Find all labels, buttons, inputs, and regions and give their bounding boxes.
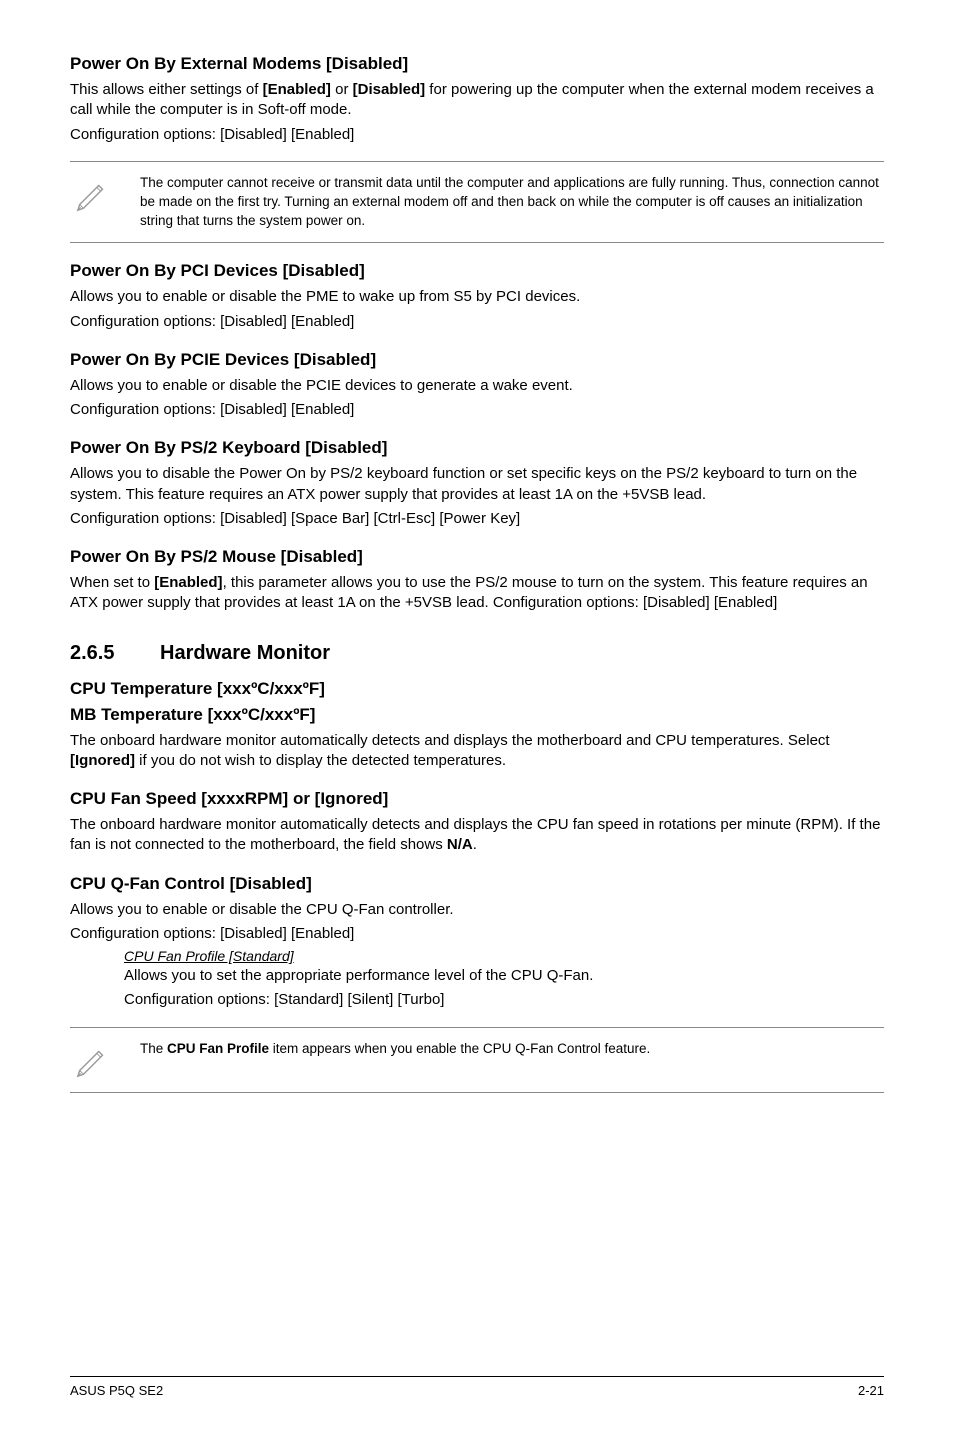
heading-cpu-temp: CPU Temperature [xxxºC/xxxºF] xyxy=(70,679,884,699)
note-box: The computer cannot receive or transmit … xyxy=(70,161,884,244)
paragraph: Allows you to set the appropriate perfor… xyxy=(124,966,884,986)
paragraph: Configuration options: [Standard] [Silen… xyxy=(124,990,884,1010)
text-bold: [Disabled] xyxy=(353,81,426,98)
paragraph: Configuration options: [Disabled] [Space… xyxy=(70,509,884,529)
text-fragment: . xyxy=(473,836,477,853)
section-title: Hardware Monitor xyxy=(160,642,330,664)
heading-pci-devices: Power On By PCI Devices [Disabled] xyxy=(70,261,884,281)
text-fragment: This allows either settings of xyxy=(70,81,263,98)
text-bold: [Enabled] xyxy=(154,574,222,591)
paragraph: Allows you to disable the Power On by PS… xyxy=(70,464,884,505)
note-box: The CPU Fan Profile item appears when yo… xyxy=(70,1027,884,1093)
pencil-icon xyxy=(70,1040,140,1080)
heading-cpu-fan-speed: CPU Fan Speed [xxxxRPM] or [Ignored] xyxy=(70,789,884,809)
heading-external-modems: Power On By External Modems [Disabled] xyxy=(70,54,884,74)
paragraph: The onboard hardware monitor automatical… xyxy=(70,731,884,772)
footer-right: 2-21 xyxy=(858,1383,884,1398)
paragraph: The onboard hardware monitor automatical… xyxy=(70,815,884,856)
paragraph: This allows either settings of [Enabled]… xyxy=(70,80,884,121)
text-fragment: When set to xyxy=(70,574,154,591)
paragraph: Allows you to enable or disable the PCIE… xyxy=(70,376,884,396)
heading-ps2-mouse: Power On By PS/2 Mouse [Disabled] xyxy=(70,547,884,567)
pencil-icon xyxy=(70,174,140,214)
text-fragment: The onboard hardware monitor automatical… xyxy=(70,732,830,749)
paragraph: Configuration options: [Disabled] [Enabl… xyxy=(70,125,884,145)
sub-heading: CPU Fan Profile [Standard] xyxy=(124,948,884,964)
text-fragment: item appears when you enable the CPU Q-F… xyxy=(269,1041,650,1056)
paragraph: When set to [Enabled], this parameter al… xyxy=(70,573,884,614)
text-bold: [Ignored] xyxy=(70,752,135,769)
text-bold: N/A xyxy=(447,836,473,853)
paragraph: Configuration options: [Disabled] [Enabl… xyxy=(70,400,884,420)
heading-ps2-keyboard: Power On By PS/2 Keyboard [Disabled] xyxy=(70,438,884,458)
text-bold: [Enabled] xyxy=(263,81,331,98)
section-number: 2.6.5 xyxy=(70,642,160,665)
page-footer: ASUS P5Q SE2 2-21 xyxy=(70,1376,884,1398)
text-fragment: if you do not wish to display the detect… xyxy=(135,752,506,769)
heading-pcie-devices: Power On By PCIE Devices [Disabled] xyxy=(70,350,884,370)
indented-block: CPU Fan Profile [Standard] Allows you to… xyxy=(70,948,884,1011)
numbered-heading: 2.6.5Hardware Monitor xyxy=(70,642,884,665)
paragraph: Configuration options: [Disabled] [Enabl… xyxy=(70,924,884,944)
note-text: The computer cannot receive or transmit … xyxy=(140,174,884,231)
text-fragment: The xyxy=(140,1041,167,1056)
paragraph: Configuration options: [Disabled] [Enabl… xyxy=(70,312,884,332)
paragraph: Allows you to enable or disable the CPU … xyxy=(70,900,884,920)
text-fragment: or xyxy=(331,81,353,98)
note-text: The CPU Fan Profile item appears when yo… xyxy=(140,1040,884,1059)
heading-mb-temp: MB Temperature [xxxºC/xxxºF] xyxy=(70,705,884,725)
footer-left: ASUS P5Q SE2 xyxy=(70,1383,163,1398)
text-bold: CPU Fan Profile xyxy=(167,1041,269,1056)
heading-cpu-qfan: CPU Q-Fan Control [Disabled] xyxy=(70,874,884,894)
paragraph: Allows you to enable or disable the PME … xyxy=(70,287,884,307)
